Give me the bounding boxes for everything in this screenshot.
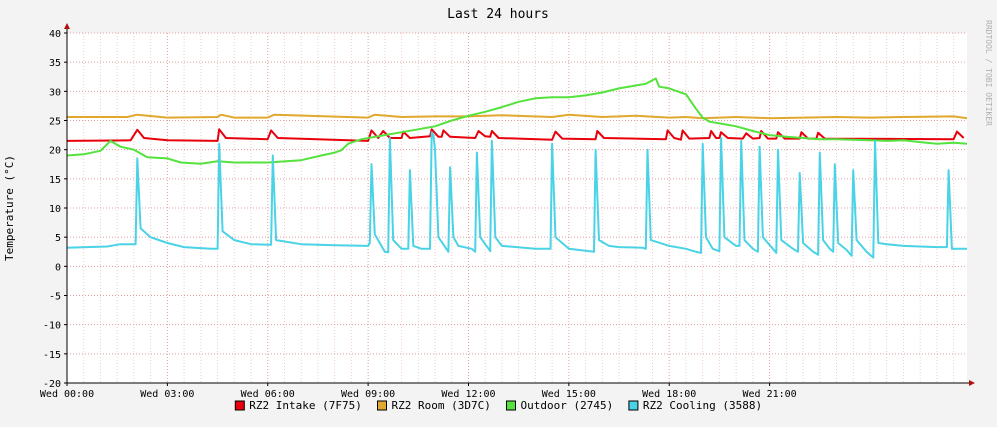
y-tick-label: -5 (49, 292, 61, 303)
y-axis-arrow (64, 23, 70, 29)
x-axis-arrow (969, 380, 975, 386)
series-line (66, 128, 965, 142)
x-tick-label: Wed 12:00 (441, 389, 495, 400)
y-tick-label: 20 (49, 146, 61, 157)
legend-label: RZ2 Room (3D7C) (392, 399, 491, 412)
x-tick-label: Wed 09:00 (341, 389, 395, 400)
y-axis-label: Temperature (°C) (3, 155, 16, 261)
x-tick-label: Wed 06:00 (241, 389, 295, 400)
x-tick-label: Wed 15:00 (542, 389, 596, 400)
y-tick-label: 5 (55, 233, 61, 244)
y-tick-label: 15 (49, 175, 61, 186)
y-tick-label: 0 (55, 262, 61, 273)
y-tick-label: 35 (49, 58, 61, 69)
y-tick-label: -10 (43, 321, 61, 332)
legend-swatch (506, 400, 516, 411)
legend-swatch (628, 400, 639, 411)
y-tick-label: 25 (49, 117, 61, 128)
series-layer (66, 77, 968, 259)
y-tick-label: 40 (49, 29, 61, 40)
rrdtool-watermark: RRDTOOL / TOBI OETIKER (984, 20, 993, 126)
y-tick-label: 10 (49, 204, 61, 215)
legend-swatch (377, 400, 387, 411)
x-axis-ticks: Wed 00:00 Wed 03:00 Wed 06:00 Wed 09:00 Wed … (40, 383, 797, 400)
chart-title: Last 24 hours (447, 7, 549, 22)
legend-label: RZ2 Intake (7F75) (249, 399, 362, 412)
legend-label: Outdoor (2745) (521, 399, 614, 412)
series-line (67, 113, 968, 120)
legend-label: RZ2 Cooling (3588) (643, 399, 762, 412)
series-line (66, 131, 967, 259)
x-tick-label: Wed 21:00 (743, 389, 797, 400)
y-axis-ticks: 40 35 30 25 20 15 10 5 0 -5 -10 -15 -20 (43, 29, 67, 390)
legend-swatch (234, 400, 245, 411)
y-tick-label: 30 (49, 87, 61, 98)
series-line (66, 77, 968, 165)
axes (64, 23, 975, 386)
y-tick-label: -20 (43, 379, 61, 390)
x-tick-label: Wed 03:00 (140, 389, 194, 400)
x-tick-label: Wed 18:00 (642, 389, 696, 400)
grid-layer (66, 32, 967, 384)
y-tick-label: -15 (43, 350, 61, 361)
legend: RZ2 Intake (7F75) RZ2 Room (3D7C) Outdoor … (234, 399, 762, 412)
x-tick-label: Wed 00:00 (40, 389, 94, 400)
